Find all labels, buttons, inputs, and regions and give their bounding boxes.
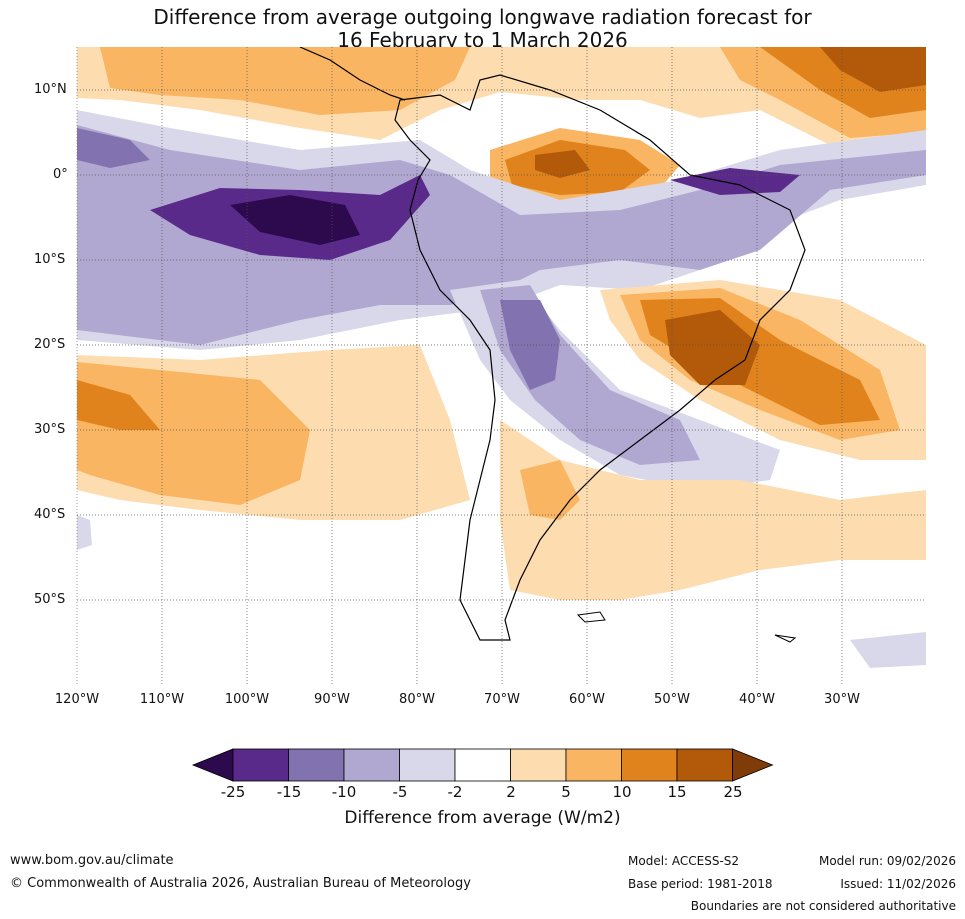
colorbar-swatch bbox=[454, 748, 511, 782]
colorbar-title: Difference from average (W/m2) bbox=[344, 808, 621, 828]
footer-copyright: © Commonwealth of Australia 2026, Austra… bbox=[10, 876, 471, 891]
positive-region-south-pacific-strong bbox=[77, 380, 160, 430]
colorbar-tick-label: -15 bbox=[276, 783, 302, 801]
colorbar-tick-label: 15 bbox=[667, 783, 687, 801]
colorbar-swatch bbox=[621, 748, 678, 782]
lon-label: 80°W bbox=[399, 692, 435, 707]
colorbar-tick-label: -10 bbox=[331, 783, 357, 801]
anomaly-field bbox=[77, 47, 926, 685]
footer-disclaimer: Boundaries are not considered authoritat… bbox=[690, 899, 956, 913]
colorbar bbox=[191, 748, 774, 782]
map-title: Difference from average outgoing longwav… bbox=[0, 6, 965, 52]
lon-label: 120°W bbox=[54, 692, 100, 707]
footer-site: www.bom.gov.au/climate bbox=[10, 853, 174, 868]
negative-region-pacific-max bbox=[230, 195, 360, 245]
colorbar-tick-label: 10 bbox=[612, 783, 632, 801]
positive-region-amazon-max bbox=[535, 150, 590, 178]
colorbar-tick-label: -25 bbox=[220, 783, 246, 801]
title-line-1: Difference from average outgoing longwav… bbox=[153, 5, 812, 29]
colorbar-tick-label: 5 bbox=[561, 783, 571, 801]
footer-model-run: Model run: 09/02/2026 bbox=[818, 854, 956, 868]
footer-issued: Issued: 11/02/2026 bbox=[840, 877, 956, 891]
negative-region-pacific-west bbox=[77, 128, 150, 168]
positive-region-north-mid bbox=[100, 47, 470, 115]
central-america-outline bbox=[299, 47, 406, 101]
negative-region-equatorial-mid bbox=[77, 125, 926, 345]
colorbar-arrow-max bbox=[732, 748, 774, 782]
graticule bbox=[77, 47, 926, 685]
colorbar-arrow-min bbox=[191, 748, 234, 782]
colorbar-tick-label: 25 bbox=[723, 783, 743, 801]
colorbar-swatch bbox=[288, 748, 345, 782]
title-line-2: 16 February to 1 March 2026 bbox=[337, 28, 628, 52]
lat-label: 20°S bbox=[34, 337, 66, 352]
positive-region-south-atlantic-mid bbox=[520, 460, 580, 520]
lat-label: 10°N bbox=[34, 82, 67, 97]
lon-label: 90°W bbox=[314, 692, 350, 707]
lat-label: 50°S bbox=[34, 592, 66, 607]
falklands-outline bbox=[576, 611, 606, 623]
negative-region-far-south bbox=[850, 632, 926, 668]
lon-label: 30°W bbox=[824, 692, 860, 707]
positive-region-south-pacific-mid bbox=[77, 362, 310, 505]
lon-label: 70°W bbox=[484, 692, 520, 707]
lon-label: 40°W bbox=[739, 692, 775, 707]
positive-region-south-atlantic bbox=[500, 420, 926, 600]
positive-region-north-east-max bbox=[820, 47, 926, 92]
lon-label: 110°W bbox=[139, 692, 185, 707]
colorbar-swatch bbox=[676, 748, 733, 782]
colorbar-tick-label: 2 bbox=[506, 783, 516, 801]
negative-region-west-edge bbox=[77, 515, 92, 550]
lat-label: 10°S bbox=[34, 252, 66, 267]
colorbar-tick-label: -2 bbox=[447, 783, 463, 801]
colorbar-tick-label: -5 bbox=[392, 783, 408, 801]
south-america-outline bbox=[394, 74, 806, 641]
lat-label: 40°S bbox=[34, 507, 66, 522]
south-georgia-outline bbox=[774, 634, 797, 643]
lat-label: 0° bbox=[53, 167, 68, 182]
footer-model: Model: ACCESS-S2 bbox=[628, 854, 740, 868]
colorbar-swatch bbox=[399, 748, 456, 782]
colorbar-swatch bbox=[232, 748, 289, 782]
lon-label: 60°W bbox=[569, 692, 605, 707]
colorbar-swatch bbox=[510, 748, 567, 782]
lon-label: 50°W bbox=[654, 692, 690, 707]
lat-label: 30°S bbox=[34, 422, 66, 437]
footer-base-period: Base period: 1981-2018 bbox=[628, 877, 773, 891]
colorbar-swatch bbox=[343, 748, 400, 782]
colorbar-swatch bbox=[565, 748, 622, 782]
lon-label: 100°W bbox=[224, 692, 270, 707]
